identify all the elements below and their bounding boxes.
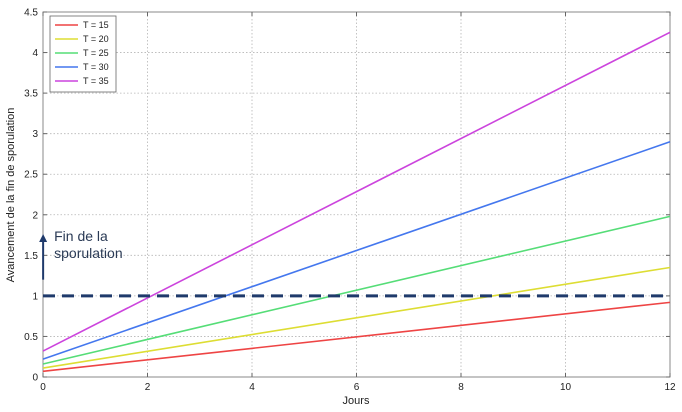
y-tick-label: 0 <box>32 373 38 384</box>
y-tick-label: 3.5 <box>24 89 38 100</box>
series-line <box>42 215 671 365</box>
x-tick-label: 12 <box>664 382 676 393</box>
y-tick-label: 2 <box>32 210 38 221</box>
legend-label: T = 35 <box>83 76 109 86</box>
x-tick-label: 6 <box>354 382 360 393</box>
y-tick-label: 1.5 <box>24 251 38 262</box>
x-tick-label: 8 <box>458 382 464 393</box>
legend-label: T = 15 <box>83 20 109 30</box>
legend-label: T = 30 <box>83 62 109 72</box>
legend-label: T = 20 <box>83 34 109 44</box>
annotation-text: sporulation <box>54 245 123 261</box>
legend: T = 15 T = 20 T = 25 T = 30 T = 35 <box>49 15 117 93</box>
y-tick-label: 4 <box>32 48 38 59</box>
series-lines <box>42 31 671 373</box>
y-tick-label: 1 <box>32 291 38 302</box>
x-axis-label: Jours <box>343 395 370 407</box>
x-tick-label: 2 <box>145 382 151 393</box>
y-tick-label: 2.5 <box>24 170 38 181</box>
series-line <box>42 266 671 369</box>
x-axis-ticks: 0 2 4 6 8 10 12 <box>40 12 676 393</box>
legend-label: T = 25 <box>83 48 109 58</box>
annotation-arrow-head <box>39 234 48 243</box>
annotation-text: Fin de la <box>54 228 108 244</box>
x-tick-label: 4 <box>249 382 255 393</box>
legend-box <box>49 15 117 93</box>
y-tick-label: 4.5 <box>24 8 38 19</box>
series-line <box>42 141 671 360</box>
y-tick-label: 0.5 <box>24 332 38 343</box>
series-line <box>42 31 671 352</box>
grid <box>43 12 670 377</box>
y-axis-ticks: 0 0.5 1 1.5 2 2.5 3 3.5 4 4.5 <box>24 8 670 384</box>
y-tick-label: 3 <box>32 129 38 140</box>
x-tick-label: 0 <box>40 382 46 393</box>
x-tick-label: 10 <box>560 382 572 393</box>
series-line <box>42 301 671 373</box>
y-axis-label: Avancement de la fin de sporulation <box>5 108 17 283</box>
